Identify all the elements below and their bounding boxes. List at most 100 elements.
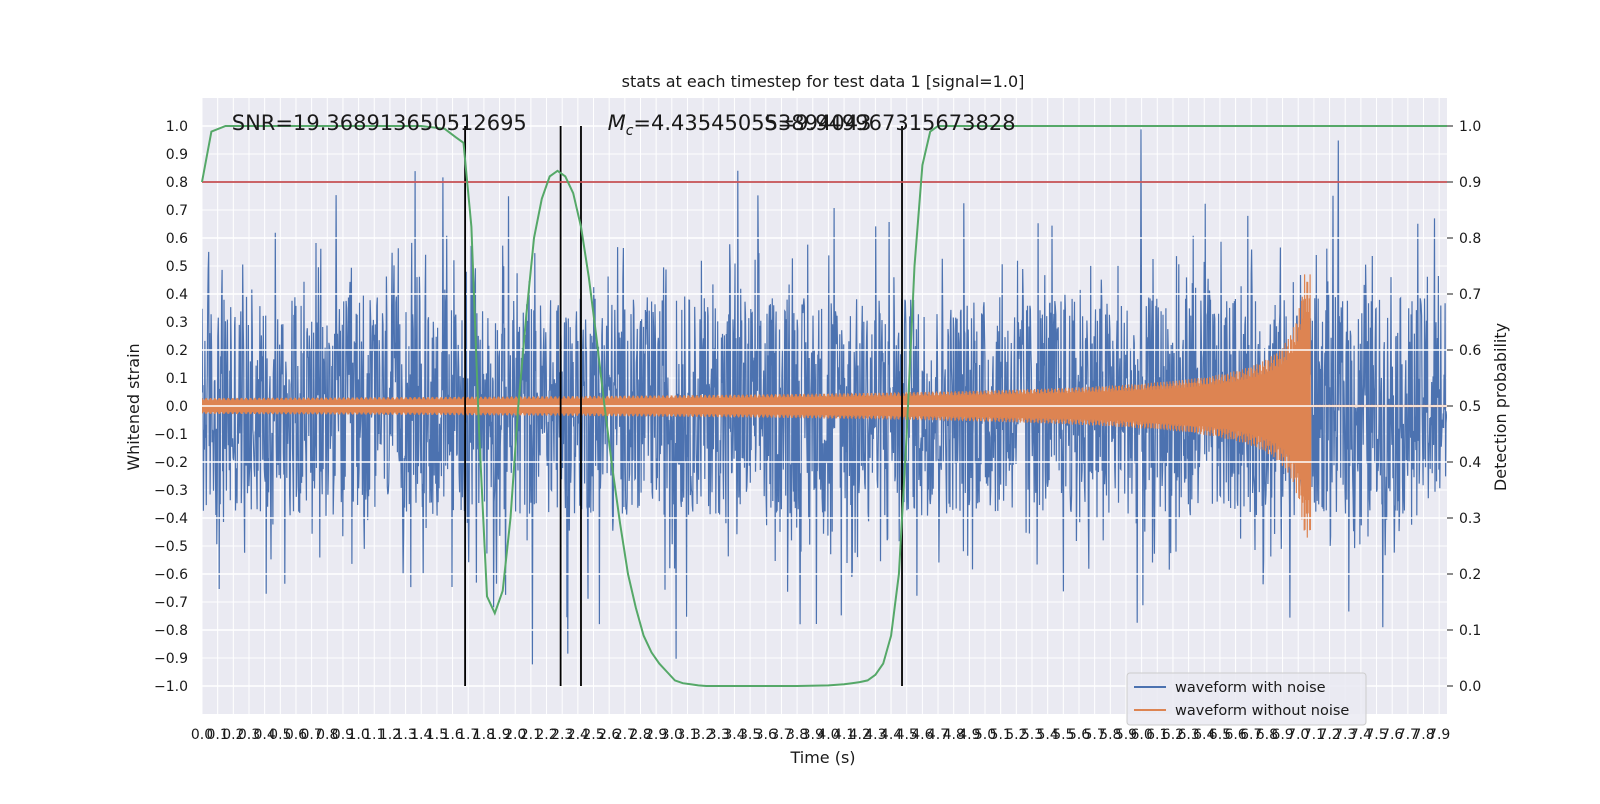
chart-title: stats at each timestep for test data 1 [… [622,72,1025,91]
x-tick-label: 5.5 [1052,727,1074,743]
x-tick-label: 0.5 [269,727,291,743]
x-tick-label: 5.8 [1099,727,1121,743]
y-right-tick-label: 0.8 [1459,231,1481,247]
x-tick-label: 3.3 [708,727,730,743]
x-tick-label: 5.7 [1084,727,1106,743]
detection-probability-line [201,125,1447,687]
y-left-tick-label: −0.5 [154,539,188,555]
y-left-tick-label: −0.8 [154,623,188,639]
x-tick-label: 7.7 [1397,727,1419,743]
annotation-text: Mc=4.435450553894043 [608,111,872,139]
y-left-tick-label: 0.2 [166,343,188,359]
x-tick-label: 3.4 [723,727,745,743]
y-right-tick-label: 0.2 [1459,567,1481,583]
y-right-tick-label: 0.3 [1459,511,1481,527]
x-tick-label: 5.2 [1005,727,1027,743]
y-left-tick-label: 0.7 [166,203,188,219]
x-tick-label: 0.3 [238,727,260,743]
x-tick-label: 0.1 [207,727,229,743]
legend: waveform with noise waveform without noi… [1126,672,1367,726]
x-tick-label: 7.8 [1412,727,1434,743]
x-tick-label: 3.9 [802,727,824,743]
x-tick-label: 1.4 [410,727,432,743]
x-tick-labels: 0.00.10.20.30.40.50.60.70.80.91.01.11.21… [191,727,1450,743]
y-left-tick-label: −1.0 [154,679,188,695]
y-left-tick-label: 1.0 [166,119,188,135]
x-tick-label: 7.1 [1303,727,1325,743]
y-left-tick-label: −0.4 [154,511,188,527]
x-tick-label: 5.0 [974,727,996,743]
y-left-tick-label: −0.6 [154,567,188,583]
y-right-tick-labels: 0.0 0.1 0.2 0.3 0.4 0.5 0.6 0.7 0.8 0.9 1.0 [1447,119,1481,695]
annotation-text: SNR=19.368913650512695 [232,111,527,135]
x-tick-label: 2.3 [551,727,573,743]
y-right-tick-label: 0.5 [1459,399,1481,415]
x-tick-label: 2.9 [645,727,667,743]
x-tick-label: 0.2 [222,727,244,743]
x-tick-label: 2.7 [614,727,636,743]
x-tick-label: 3.8 [786,727,808,743]
x-tick-label: 6.3 [1177,727,1199,743]
x-tick-label: 0.6 [285,727,307,743]
y-right-tick-label: 0.7 [1459,287,1481,303]
x-tick-label: 5.3 [1021,727,1043,743]
x-tick-label: 2.8 [629,727,651,743]
annotation-text: S=9.949967315673828 [764,111,1015,135]
x-axis-label: Time (s) [789,748,855,767]
y-left-tick-labels: −1.0 −0.9 −0.8 −0.7 −0.6 −0.5 −0.4 −0.3 −0.2 −0.1… [154,119,188,695]
x-tick-label: 6.9 [1271,727,1293,743]
y-right-tick-label: 0.4 [1459,455,1481,471]
x-tick-label: 7.4 [1350,727,1372,743]
y-left-tick-label: −0.2 [154,455,188,471]
x-tick-label: 7.9 [1428,727,1450,743]
x-tick-label: 4.3 [864,727,886,743]
y-right-tick-label: 0.0 [1459,679,1481,695]
y-left-tick-label: 0.6 [166,231,188,247]
y-left-tick-label: 0.4 [166,287,188,303]
x-tick-label: 1.2 [379,727,401,743]
annotations: SNR=19.368913650512695 Mc=4.4354505538940… [232,111,1016,139]
x-tick-label: 0.7 [300,727,322,743]
chirp-waveform-line [202,274,1447,538]
x-tick-label: 7.5 [1365,727,1387,743]
series-detection-probability [201,125,1447,687]
x-tick-label: 0.8 [316,727,338,743]
x-tick-label: 6.0 [1130,727,1152,743]
annotation-symbol: M [608,111,626,135]
x-tick-label: 1.7 [457,727,479,743]
x-tick-label: 3.1 [676,727,698,743]
x-tick-label: 5.9 [1115,727,1137,743]
y-left-tick-label: 0.0 [166,399,188,415]
x-tick-label: 0.4 [254,727,276,743]
y-left-tick-label: −0.9 [154,651,188,667]
x-tick-label: 1.9 [488,727,510,743]
annotation-subscript: c [626,123,634,139]
y-left-tick-label: 0.8 [166,175,188,191]
y-axis-right-label: Detection probability [1491,323,1510,491]
x-tick-label: 1.1 [363,727,385,743]
x-tick-label: 4.7 [927,727,949,743]
x-tick-label: 7.3 [1334,727,1356,743]
x-tick-label: 2.2 [535,727,557,743]
x-tick-label: 4.0 [817,727,839,743]
y-right-tick-label: 1.0 [1459,119,1481,135]
x-tick-label: 3.5 [739,727,761,743]
x-tick-label: 6.8 [1256,727,1278,743]
y-left-tick-label: 0.1 [166,371,188,387]
x-tick-label: 2.4 [567,727,589,743]
y-right-tick-label: 0.6 [1459,343,1481,359]
x-tick-label: 4.2 [849,727,871,743]
legend-label-noise: waveform with noise [1175,680,1326,696]
x-tick-label: 5.4 [1037,727,1059,743]
x-tick-label: 1.5 [426,727,448,743]
x-tick-label: 0.9 [332,727,354,743]
x-tick-label: 1.6 [441,727,463,743]
annotation-value: =4.435450553894043 [633,111,871,135]
x-tick-label: 2.0 [504,727,526,743]
x-tick-label: 6.6 [1224,727,1246,743]
y-right-tick-label: 0.1 [1459,623,1481,639]
x-tick-label: 1.0 [347,727,369,743]
y-left-tick-label: −0.7 [154,595,188,611]
x-tick-label: 6.2 [1162,727,1184,743]
x-tick-label: 7.2 [1318,727,1340,743]
